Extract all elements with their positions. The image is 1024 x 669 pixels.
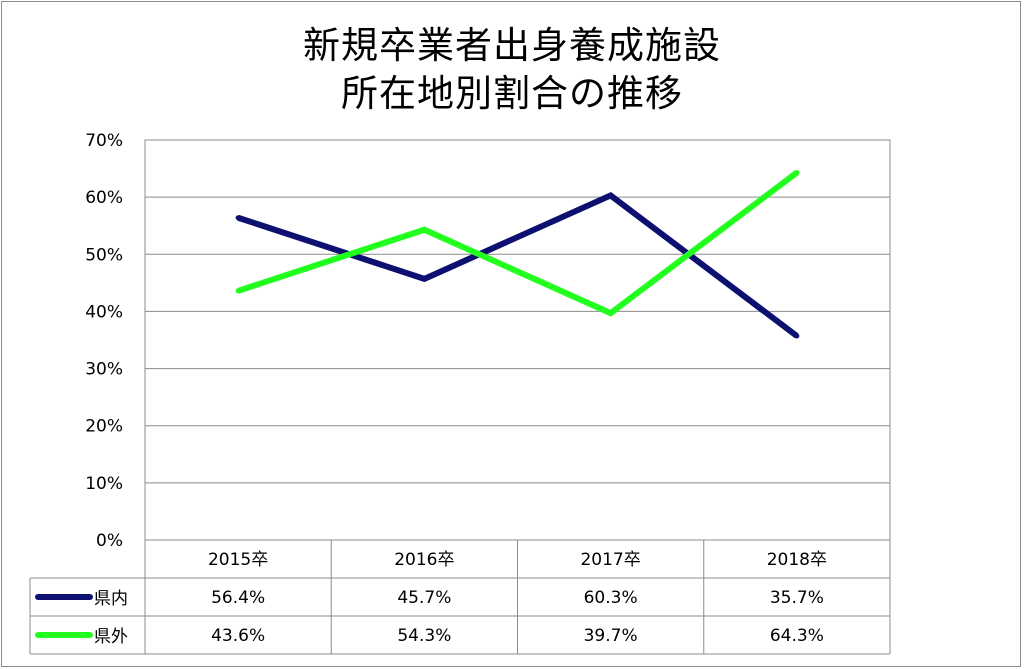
table-value-cell: 56.4% — [211, 588, 265, 608]
chart-title-line-2: 所在地別割合の推移 — [341, 72, 683, 115]
plot-area — [144, 139, 891, 541]
data-point — [235, 288, 241, 294]
x-category-label: 2015卒 — [208, 550, 268, 570]
data-point — [235, 215, 241, 221]
series-line-2 — [237, 170, 799, 317]
legend-series-name: 県外 — [94, 627, 128, 647]
y-tick-label: 50% — [85, 245, 123, 265]
x-category-label: 2017卒 — [580, 550, 640, 570]
series-line-1 — [237, 191, 799, 339]
data-point — [608, 310, 614, 316]
data-point — [421, 227, 427, 233]
x-category-label: 2016卒 — [394, 550, 454, 570]
y-tick-label: 30% — [85, 360, 123, 380]
data-point — [794, 170, 800, 176]
table-value-cell: 64.3% — [770, 626, 824, 646]
data-point — [608, 192, 614, 198]
table-value-cell: 45.7% — [397, 588, 451, 608]
table-value-cell: 39.7% — [584, 626, 638, 646]
x-category-label: 2018卒 — [767, 550, 827, 570]
table-value-cell: 60.3% — [584, 588, 638, 608]
table-value-cell: 54.3% — [397, 626, 451, 646]
series-lines — [235, 170, 800, 339]
y-tick-label: 40% — [85, 302, 123, 322]
chart-title: 新規卒業者出身養成施設 所在地別割合の推移 — [0, 22, 1024, 118]
chart-title-line-1: 新規卒業者出身養成施設 — [303, 24, 721, 67]
gridlines — [144, 139, 891, 541]
table-value-cell: 35.7% — [770, 588, 824, 608]
y-axis-ticks: 0% 10% 20% 30% 40% 50% 60% 70% — [85, 131, 123, 551]
y-tick-label: 70% — [85, 131, 123, 151]
data-point — [794, 333, 800, 339]
y-tick-label: 10% — [85, 474, 123, 494]
y-tick-label: 0% — [96, 531, 123, 551]
y-tick-label: 60% — [85, 188, 123, 208]
y-tick-label: 20% — [85, 417, 123, 437]
table-value-cell: 43.6% — [211, 626, 265, 646]
data-point — [421, 276, 427, 282]
legend-series-name: 県内 — [94, 589, 128, 609]
